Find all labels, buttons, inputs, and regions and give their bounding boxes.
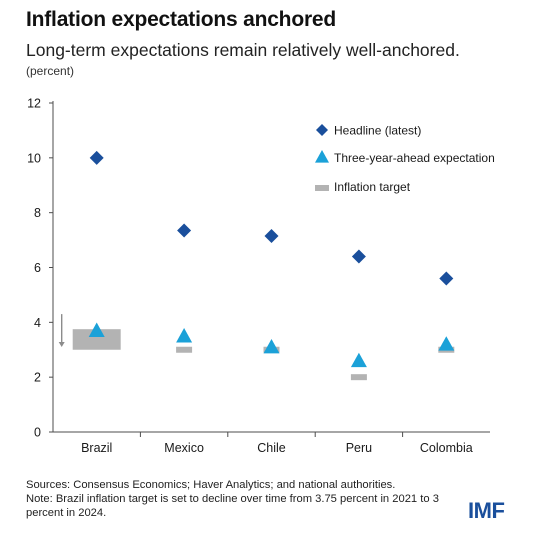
y-tick-label: 12 [27, 97, 41, 111]
y-tick-label: 8 [34, 206, 41, 220]
y-tick-label: 4 [34, 316, 41, 330]
legend-headline-label: Headline (latest) [334, 124, 421, 138]
chart-title: Inflation expectations anchored [26, 8, 337, 31]
sources-text: Sources: Consensus Economics; Haver Anal… [26, 479, 396, 491]
x-tick-label: Colombia [420, 441, 473, 455]
x-tick-label: Peru [346, 441, 372, 455]
footnotes: Sources: Consensus Economics; Haver Anal… [26, 478, 466, 520]
legend-headline-marker [316, 124, 328, 136]
y-tick-label: 6 [34, 261, 41, 275]
x-tick-label: Chile [257, 441, 286, 455]
y-tick-label: 2 [34, 371, 41, 385]
headline-point [439, 271, 454, 286]
target-range-bar [72, 329, 121, 350]
legend-expectation-label: Three-year-ahead expectation [334, 151, 495, 165]
target-decline-arrow-head [58, 342, 65, 348]
legend-target-label: Inflation target [334, 180, 411, 194]
y-tick-label: 0 [34, 426, 41, 440]
headline-point [89, 150, 104, 165]
chart-plot: 0 2 4 6 8 10 12 Brazil Mexico Chile Peru Colombia He… [27, 97, 495, 456]
target-bar [176, 346, 193, 353]
y-tick-label: 10 [27, 151, 41, 165]
x-tick-label: Brazil [81, 441, 112, 455]
units-label: (percent) [26, 64, 75, 78]
x-tick-label: Mexico [164, 441, 204, 455]
legend-target-marker [315, 185, 329, 191]
headline-point [177, 223, 192, 238]
target-bar [350, 374, 367, 381]
note-text: Note: Brazil inflation target is set to … [26, 493, 439, 519]
headline-point [264, 228, 279, 243]
expectation-point [263, 339, 280, 354]
imf-logo: IMF [468, 498, 505, 523]
expectation-point [350, 352, 367, 368]
legend-expectation-marker [315, 150, 329, 163]
expectation-point [438, 336, 455, 351]
expectation-point [176, 328, 193, 343]
headline-point [351, 249, 366, 264]
expectation-point [88, 322, 105, 337]
chart-subtitle: Long-term expectations remain relatively… [26, 40, 460, 60]
